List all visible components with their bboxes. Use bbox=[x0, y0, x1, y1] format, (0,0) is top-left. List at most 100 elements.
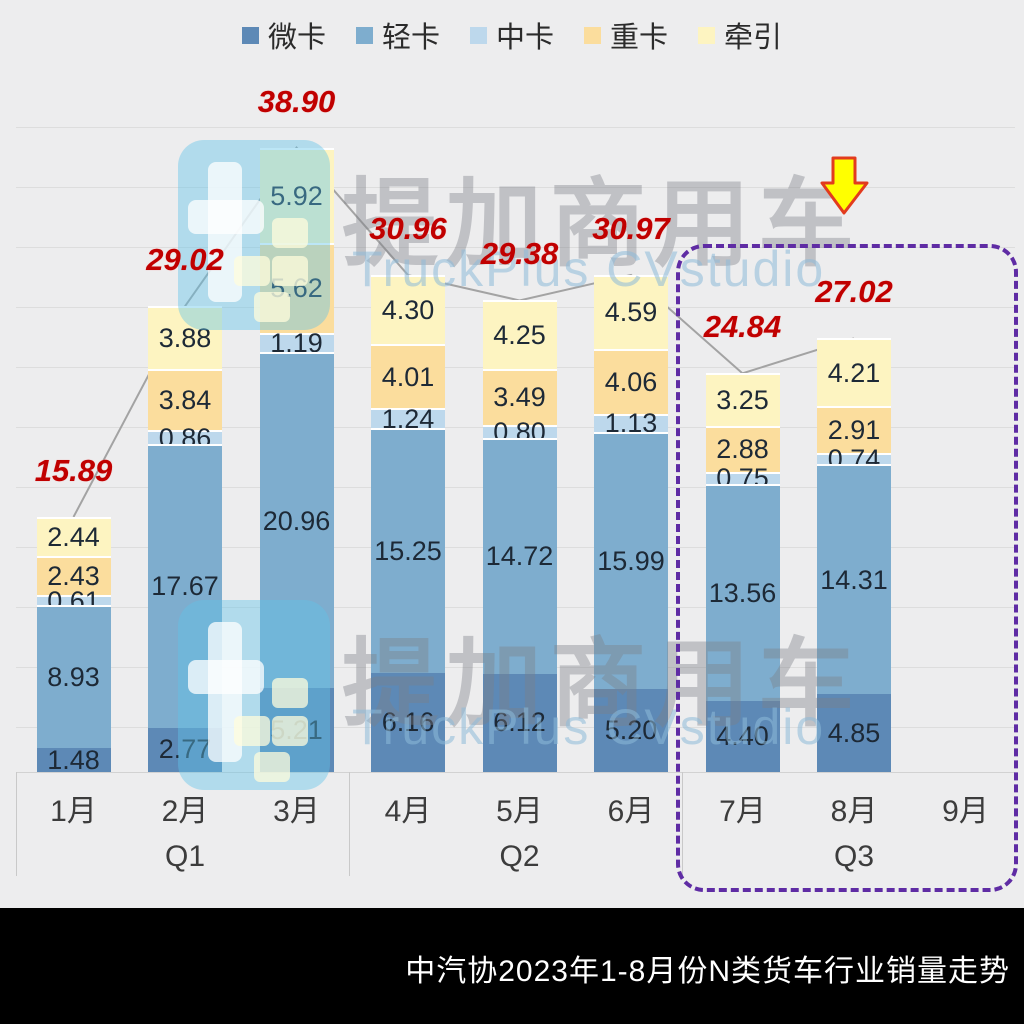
bar-segment-中卡: 0.61 bbox=[36, 587, 111, 614]
gridline bbox=[16, 247, 1015, 248]
bar-2月: 2.77 17.67 0.86 3.84 3.88 bbox=[148, 306, 222, 772]
bar-segment-中卡: 0.80 bbox=[482, 418, 557, 445]
quarter-separator bbox=[682, 772, 683, 876]
bar-segment-value: 4.59 bbox=[604, 297, 658, 328]
bar-segment-重卡: 2.91 bbox=[817, 405, 891, 453]
bar-segment-牵引: 2.44 bbox=[36, 516, 111, 557]
bar-6月: 5.20 15.99 1.13 4.06 4.59 bbox=[594, 274, 668, 772]
legend: 微卡 轻卡 中卡 重卡 牵引 bbox=[0, 14, 1024, 56]
bar-segment-轻卡: 17.67 bbox=[148, 443, 222, 728]
legend-swatch-icon bbox=[698, 26, 716, 44]
bar-segment-value: 15.99 bbox=[597, 545, 665, 576]
legend-label: 牵引 bbox=[724, 22, 783, 54]
bar-1月: 1.48 8.93 0.61 2.43 2.44 bbox=[36, 516, 111, 773]
quarter-separator bbox=[16, 772, 17, 876]
total-label: 27.02 bbox=[815, 274, 893, 310]
x-axis-quarter-label-Q1: Q1 bbox=[164, 840, 206, 873]
bar-7月: 4.40 13.56 0.75 2.88 3.25 bbox=[705, 373, 780, 772]
bar-segment-牵引: 4.30 bbox=[371, 275, 445, 345]
legend-label: 重卡 bbox=[610, 22, 669, 54]
bar-segment-value: 14.72 bbox=[485, 541, 554, 572]
bar-segment-value: 2.88 bbox=[716, 434, 769, 465]
bar-segment-value: 4.85 bbox=[827, 717, 881, 748]
bar-segment-value: 3.25 bbox=[716, 384, 769, 415]
bar-segment-value: 4.01 bbox=[381, 361, 435, 392]
bar-segment-重卡: 4.01 bbox=[371, 344, 445, 409]
bar-segment-牵引: 4.21 bbox=[817, 338, 891, 406]
bar-segment-牵引: 4.25 bbox=[482, 300, 557, 369]
bar-segment-value: 5.92 bbox=[270, 180, 323, 211]
bar-segment-轻卡: 15.25 bbox=[371, 428, 445, 674]
bar-segment-value: 4.30 bbox=[381, 295, 435, 326]
bar-segment-value: 4.40 bbox=[716, 721, 769, 752]
bar-3月: 5.21 20.96 1.19 5.62 5.92 bbox=[259, 147, 334, 772]
bar-segment-value: 3.49 bbox=[493, 382, 546, 413]
total-label: 15.89 bbox=[34, 452, 113, 488]
bar-segment-value: 3.88 bbox=[158, 322, 212, 353]
total-label: 38.90 bbox=[257, 83, 336, 119]
bar-segment-微卡: 5.20 bbox=[594, 688, 668, 772]
bar-segment-微卡: 5.21 bbox=[259, 688, 334, 772]
legend-item-轻卡: 轻卡 bbox=[355, 14, 440, 56]
bar-segment-value: 2.44 bbox=[47, 522, 100, 553]
total-label: 29.38 bbox=[480, 236, 559, 272]
bar-segment-微卡: 1.48 bbox=[36, 746, 111, 773]
bar-segment-牵引: 5.92 bbox=[259, 147, 334, 243]
bar-segment-牵引: 4.59 bbox=[594, 274, 668, 349]
footer-bar: 中汽协2023年1-8月份N类货车行业销量走势 bbox=[0, 908, 1024, 1024]
chart-title: 中汽协2023年1-8月份N类货车行业销量走势 bbox=[405, 955, 1010, 988]
bar-segment-中卡: 1.19 bbox=[259, 329, 334, 356]
bar-segment-value: 5.62 bbox=[270, 273, 323, 304]
bar-segment-轻卡: 20.96 bbox=[259, 351, 334, 689]
bar-segment-重卡: 3.84 bbox=[148, 368, 222, 431]
bar-5月: 6.12 14.72 0.80 3.49 4.25 bbox=[482, 300, 557, 772]
bar-segment-value: 6.16 bbox=[381, 707, 435, 738]
bar-segment-value: 2.91 bbox=[827, 414, 881, 445]
bar-segment-轻卡: 15.99 bbox=[594, 431, 668, 689]
x-axis-line bbox=[16, 772, 1015, 773]
bar-segment-value: 14.31 bbox=[820, 564, 888, 595]
bar-segment-value: 1.24 bbox=[381, 403, 435, 434]
x-axis-quarter-label-Q3: Q3 bbox=[833, 840, 875, 873]
legend-swatch-icon bbox=[469, 26, 487, 44]
bar-segment-轻卡: 14.72 bbox=[482, 437, 557, 674]
gridline bbox=[16, 187, 1015, 188]
legend-item-微卡: 微卡 bbox=[241, 14, 326, 56]
bar-segment-轻卡: 14.31 bbox=[817, 464, 891, 695]
bar-segment-value: 4.25 bbox=[493, 320, 546, 351]
legend-item-重卡: 重卡 bbox=[584, 14, 668, 56]
bar-segment-value: 1.19 bbox=[270, 327, 323, 358]
bar-segment-value: 20.96 bbox=[262, 505, 331, 536]
bar-segment-中卡: 0.86 bbox=[148, 424, 222, 451]
bar-segment-微卡: 4.40 bbox=[705, 701, 780, 772]
bar-segment-牵引: 3.88 bbox=[148, 306, 222, 369]
bar-segment-重卡: 2.43 bbox=[36, 556, 111, 596]
bar-segment-value: 8.93 bbox=[47, 662, 100, 693]
x-axis-month-label: 4月 bbox=[384, 795, 432, 828]
legend-item-牵引: 牵引 bbox=[698, 14, 782, 56]
bar-segment-重卡: 3.49 bbox=[482, 368, 557, 425]
bar-segment-value: 13.56 bbox=[708, 578, 777, 609]
bar-segment-轻卡: 8.93 bbox=[36, 604, 111, 749]
total-label: 30.97 bbox=[592, 210, 670, 246]
bar-segment-轻卡: 13.56 bbox=[705, 483, 780, 702]
x-axis-month-label: 2月 bbox=[161, 795, 209, 828]
bar-segment-value: 6.12 bbox=[493, 707, 546, 738]
x-axis-month-label: 5月 bbox=[496, 795, 543, 828]
bar-segment-value: 2.77 bbox=[158, 734, 212, 765]
bar-segment-value: 5.21 bbox=[270, 714, 323, 745]
bar-segment-微卡: 2.77 bbox=[148, 727, 222, 772]
bar-segment-value: 4.06 bbox=[604, 366, 658, 397]
bar-segment-value: 5.20 bbox=[604, 714, 658, 745]
total-label: 29.02 bbox=[146, 242, 224, 278]
bar-segment-微卡: 4.85 bbox=[817, 694, 891, 772]
x-axis-quarter-label-Q2: Q2 bbox=[499, 840, 540, 873]
legend-label: 微卡 bbox=[267, 22, 326, 54]
bar-segment-重卡: 5.62 bbox=[259, 242, 334, 333]
q3-highlight-dashed-box bbox=[676, 244, 1018, 892]
total-label: 30.96 bbox=[369, 211, 447, 247]
bar-segment-重卡: 2.88 bbox=[705, 425, 780, 472]
quarter-separator bbox=[349, 772, 350, 876]
bar-segment-value: 17.67 bbox=[151, 571, 219, 602]
